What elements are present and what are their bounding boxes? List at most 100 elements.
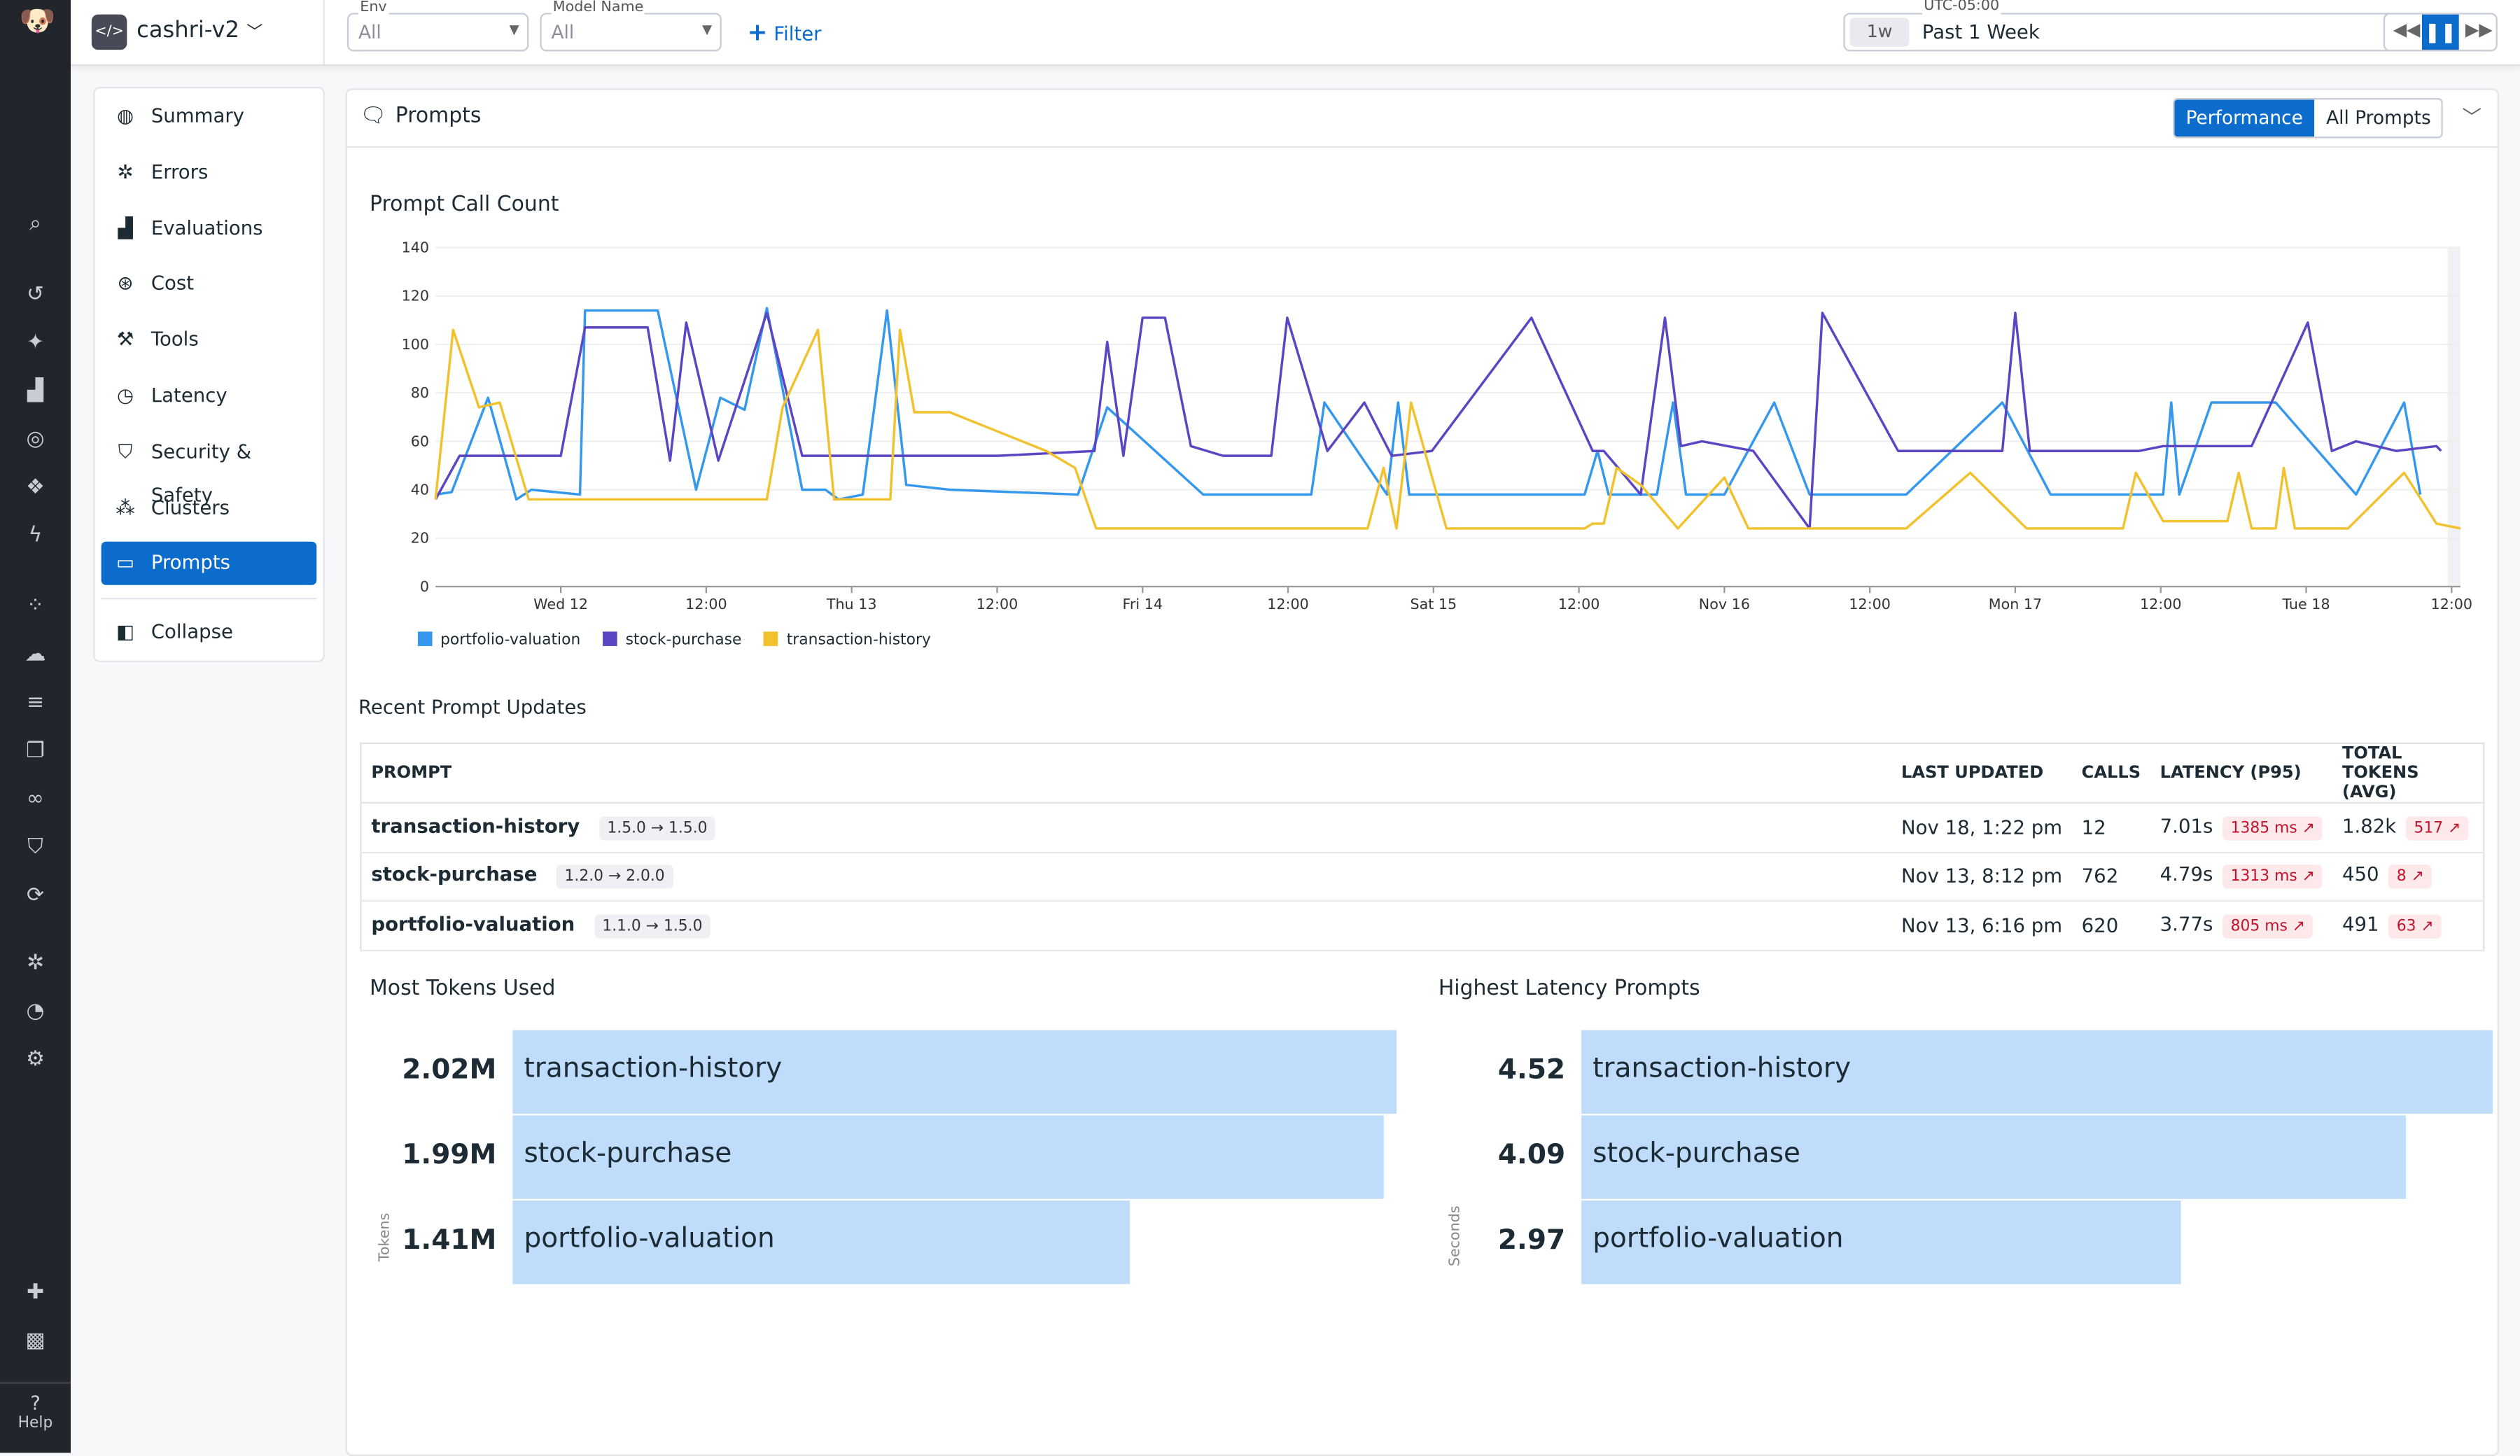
- latency-delta-badge: 1385 ms ↗: [2222, 816, 2323, 841]
- prompt-name[interactable]: stock-purchase: [371, 863, 538, 886]
- sidebar-item-clusters[interactable]: ⁂ Clusters: [102, 486, 317, 530]
- legend-item[interactable]: transaction-history: [764, 631, 931, 650]
- bar-label: transaction-history: [1592, 1052, 1851, 1085]
- chart-icon[interactable]: ▟: [27, 379, 43, 404]
- legend-swatch: [417, 631, 433, 646]
- last-updated: Nov 13, 8:12 pm: [1891, 851, 2072, 902]
- x-tick-label: Mon 17: [1989, 596, 2042, 612]
- prompt-icon: 🗨: [360, 104, 387, 129]
- list-icon[interactable]: ≡: [26, 691, 45, 715]
- col-calls: CALLS: [2071, 743, 2150, 804]
- datadog-logo[interactable]: 🐶: [19, 4, 56, 39]
- table-row[interactable]: transaction-history 1.5.0 → 1.5.0 Nov 18,…: [360, 802, 2484, 853]
- rewind-icon[interactable]: ◀◀: [2393, 19, 2421, 41]
- col-total-tokens: TOTAL TOKENS (AVG): [2332, 743, 2484, 804]
- x-tick-label: 12:00: [1267, 596, 1309, 612]
- layers-icon[interactable]: ❖: [26, 475, 45, 500]
- cloud-icon[interactable]: ☁: [24, 643, 46, 667]
- sparkle-icon[interactable]: ✦: [26, 330, 45, 356]
- gauge-icon[interactable]: ◔: [26, 1000, 45, 1024]
- latency-delta-badge: 805 ms ↗: [2222, 913, 2314, 939]
- tab-performance[interactable]: Performance: [2174, 99, 2315, 137]
- target-icon[interactable]: ◎: [26, 427, 45, 452]
- bar: transaction-history: [1581, 1030, 2493, 1114]
- prompt-name[interactable]: portfolio-valuation: [371, 912, 575, 935]
- x-tick-label: Tue 18: [2281, 596, 2330, 612]
- col-prompt: PROMPT: [360, 743, 1892, 804]
- version-badge: 1.2.0 → 2.0.0: [556, 864, 673, 890]
- bar-value: 2.02M: [402, 1054, 497, 1087]
- prompt-name[interactable]: transaction-history: [371, 814, 580, 837]
- project-selector[interactable]: cashri-v2 ﹀: [136, 18, 263, 43]
- prompt-call-count-chart[interactable]: 0 20 40 60 80 100 120 140 Wed 12 12:00 Thu 13 12:00…: [358, 227, 2496, 661]
- refresh-icon[interactable]: ⟳: [26, 883, 45, 909]
- series-line-stock-purchase: [434, 312, 2442, 530]
- tokens: 491: [2342, 912, 2379, 935]
- incomplete-data-band: [2447, 247, 2461, 587]
- search-icon[interactable]: ⌕: [29, 212, 41, 237]
- legend-item[interactable]: stock-purchase: [603, 631, 741, 650]
- legend-item[interactable]: portfolio-valuation: [417, 631, 580, 650]
- sidebar-item-security-safety[interactable]: ⛉ Security & Safety: [102, 430, 317, 506]
- tokens: 1.82k: [2342, 814, 2397, 837]
- sidebar-item-summary[interactable]: ◍ Summary: [102, 94, 317, 138]
- sidebar-item-cost[interactable]: ⊛ Cost: [102, 262, 317, 306]
- globe-icon: ◍: [117, 104, 134, 127]
- link-icon[interactable]: ∞: [27, 787, 44, 812]
- shield-icon[interactable]: ⛉: [27, 835, 43, 860]
- sidebar-item-errors[interactable]: ✲ Errors: [102, 150, 317, 194]
- tokens: 450: [2342, 863, 2379, 886]
- bar-label: stock-purchase: [1592, 1138, 1801, 1170]
- nodes-icon[interactable]: ⁘: [26, 594, 45, 619]
- collapse-button[interactable]: ◧ Collapse: [102, 610, 317, 654]
- x-tick-label: 12:00: [2431, 596, 2473, 612]
- sidebar-item-latency[interactable]: ◷ Latency: [102, 374, 317, 418]
- lightning-icon[interactable]: ϟ: [28, 524, 43, 548]
- y-tick-label: 80: [411, 384, 429, 401]
- table-row[interactable]: portfolio-valuation 1.1.0 → 1.5.0 Nov 13,…: [360, 900, 2484, 951]
- pause-icon[interactable]: ❚❚: [2421, 14, 2459, 50]
- code-icon: </>: [91, 14, 127, 50]
- x-tick-label: 12:00: [1849, 596, 1891, 612]
- time-range-picker[interactable]: UTC-05:00 1w Past 1 Week ⚲ ▼: [1843, 0, 2445, 52]
- y-tick-label: 0: [420, 578, 429, 595]
- table-row[interactable]: stock-purchase 1.2.0 → 2.0.0 Nov 13, 8:12…: [360, 851, 2484, 902]
- puzzle-icon[interactable]: ✚: [26, 1280, 45, 1306]
- version-badge: 1.5.0 → 1.5.0: [598, 816, 715, 841]
- sidebar-item-tools[interactable]: ⚒ Tools: [102, 318, 317, 362]
- x-tick-label: 12:00: [1558, 596, 1600, 612]
- calls: 762: [2071, 851, 2150, 902]
- y-tick-label: 100: [402, 336, 429, 353]
- copy-icon[interactable]: ❐: [26, 739, 45, 764]
- env-select[interactable]: Env All ▼: [346, 0, 529, 52]
- sidebar-nav: ◍ Summary ✲ Errors ▟ Evaluations ⊛ Cost ⚒ Tools ◷ L…: [93, 86, 325, 662]
- avatar-icon[interactable]: ▩: [25, 1329, 46, 1354]
- tokens-axis-label: Tokens: [377, 1212, 394, 1262]
- col-latency: LATENCY (P95): [2150, 743, 2333, 804]
- y-tick-label: 120: [402, 288, 429, 304]
- chevron-down-icon[interactable]: ﹀: [2462, 106, 2482, 129]
- bar-value: 1.41M: [402, 1224, 497, 1257]
- last-updated: Nov 13, 6:16 pm: [1891, 900, 2072, 951]
- view-tabs: Performance All Prompts: [2173, 98, 2443, 139]
- sidebar-item-prompts[interactable]: ▭ Prompts: [101, 542, 317, 586]
- tokens-delta-badge: 517 ↗: [2406, 816, 2469, 841]
- sidebar-item-evaluations[interactable]: ▟ Evaluations: [102, 206, 317, 250]
- bug-icon[interactable]: ✲: [26, 951, 45, 976]
- most-tokens-title: Most Tokens Used: [370, 976, 556, 1002]
- prompt-icon: ▭: [116, 552, 135, 575]
- shield-icon: ⛉: [118, 440, 133, 463]
- app-rail: 🐶 ⌕ ↺ ✦ ▟ ◎ ❖ ϟ ⁘ ☁ ≡ ❐ ∞ ⛉ ⟳ ✲ ◔ ⚙ ✚ ▩ ? Help: [0, 0, 71, 1454]
- table-title: Recent Prompt Updates: [358, 696, 587, 719]
- settings-icon[interactable]: ⚙: [26, 1047, 45, 1072]
- bar: stock-purchase: [1581, 1115, 2407, 1199]
- calls: 620: [2071, 900, 2150, 951]
- model-name-select[interactable]: Model Name All ▼: [540, 0, 722, 52]
- tab-all-prompts[interactable]: All Prompts: [2326, 106, 2431, 129]
- recent-prompt-updates-table: PROMPT LAST UPDATED CALLS LATENCY (P95) …: [360, 742, 2485, 951]
- fast-forward-icon[interactable]: ▶▶: [2465, 19, 2493, 41]
- help-button[interactable]: ? Help: [0, 1382, 71, 1454]
- bar-label: stock-purchase: [524, 1138, 732, 1170]
- add-filter-button[interactable]: + Filter: [747, 18, 822, 47]
- history-icon[interactable]: ↺: [26, 283, 45, 307]
